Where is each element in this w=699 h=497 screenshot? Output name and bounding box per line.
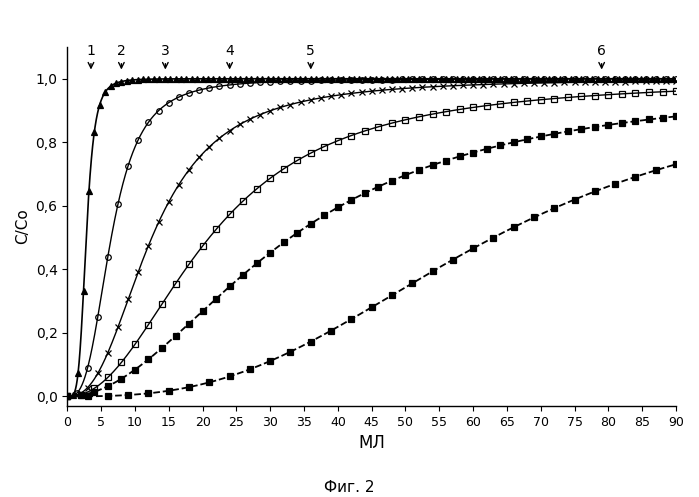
Text: 3: 3 (161, 44, 170, 68)
Text: 6: 6 (597, 44, 606, 68)
Text: Фиг. 2: Фиг. 2 (324, 480, 375, 495)
X-axis label: МЛ: МЛ (358, 434, 385, 452)
Text: 2: 2 (117, 44, 126, 68)
Text: 5: 5 (306, 44, 315, 68)
Text: 4: 4 (225, 44, 234, 68)
Text: 1: 1 (87, 44, 95, 68)
Y-axis label: C/Co: C/Co (15, 209, 30, 245)
